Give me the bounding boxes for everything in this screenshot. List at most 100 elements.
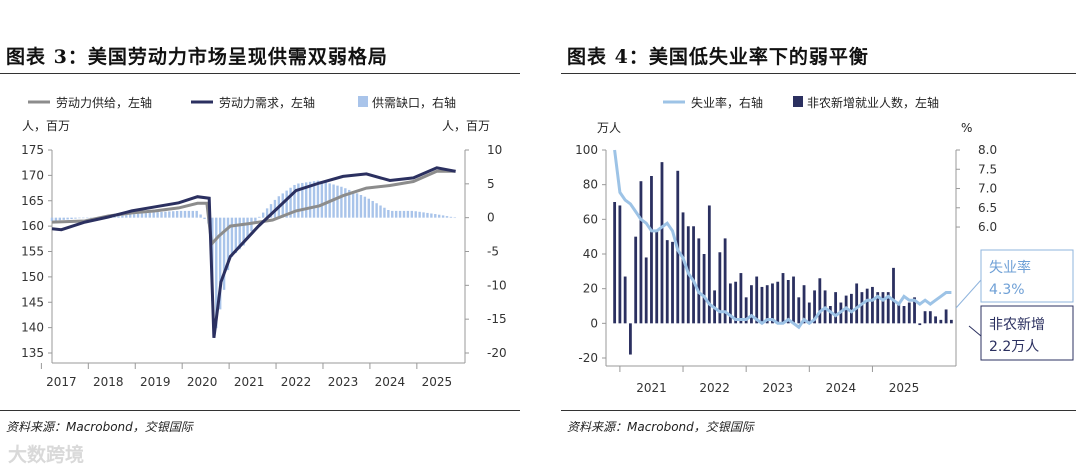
y-left-tick-label: 60 [583, 212, 598, 226]
gap-bar [422, 212, 425, 218]
gap-bar [418, 211, 421, 218]
nfp-callout-value: 2.2万人 [989, 339, 1039, 355]
gap-bar [58, 217, 62, 221]
nfp-bar [613, 202, 617, 324]
nfp-bar [744, 297, 748, 324]
y-left-tick-label: 170 [21, 168, 44, 182]
right-axis-unit: % [961, 121, 972, 135]
x-tick-label: 2020 [187, 375, 218, 389]
gap-bar [148, 212, 151, 218]
gap-bar [125, 215, 128, 218]
gap-bar [340, 186, 343, 218]
legend-label-1: 劳动力供给，左轴 [56, 95, 152, 110]
nfp-bar [707, 205, 711, 324]
gap-bar [355, 193, 359, 218]
legend-label-2: 劳动力需求，左轴 [219, 95, 315, 110]
gap-bar [379, 205, 382, 218]
nfp-bar [802, 285, 806, 324]
gap-bar [199, 214, 202, 218]
gap-bar [391, 210, 394, 218]
gap-bar [70, 217, 73, 220]
y-left-tick-label: 140 [21, 321, 44, 335]
nfp-callout-box [980, 305, 1074, 361]
gap-bar [160, 211, 163, 218]
legend-label-nfp: 非农新增就业人数，左轴 [807, 95, 939, 110]
nfp-bar [776, 281, 780, 324]
legend-label-unemp: 失业率，右轴 [691, 95, 763, 110]
gap-bar [410, 210, 414, 218]
unemp-callout-box [980, 249, 1074, 303]
nfp-bar [739, 273, 743, 324]
y-right-tick-label: 6.0 [978, 220, 997, 234]
y-right-tick-label: 0 [487, 211, 495, 225]
gap-bar [215, 217, 218, 329]
nfp-bar [681, 212, 685, 324]
nfp-bar [828, 306, 832, 324]
unemployment-line [613, 149, 952, 330]
supply-line [51, 169, 456, 248]
gap-bar [156, 212, 159, 218]
x-tick-label: 2019 [140, 375, 171, 389]
gap-bar [320, 181, 324, 218]
gap-bar [54, 217, 58, 221]
y-left-tick-label: 135 [21, 346, 44, 360]
gap-bar [269, 204, 273, 218]
y-left-tick-label: 80 [583, 178, 598, 192]
gap-bar [132, 214, 136, 218]
y-right-tick-label: -20 [487, 346, 507, 360]
gap-bar [398, 210, 402, 218]
nfp-bar [786, 280, 790, 324]
y-left-tick-label: 145 [21, 295, 44, 309]
gap-bar [74, 217, 77, 219]
left-chart-svg: 劳动力供给，左轴 劳动力需求，左轴 供需缺口，右轴人，百万 人，百万 135 140 145… [21, 95, 507, 389]
gap-bar [351, 191, 355, 218]
gap-bar [254, 217, 257, 224]
x-tick-label: 2025 [889, 381, 920, 395]
nfp-bar [881, 292, 885, 324]
gap-bar [164, 211, 167, 218]
gap-bar [168, 211, 171, 218]
gap-bar [62, 217, 65, 220]
gap-bar [121, 215, 124, 218]
gap-bar [218, 217, 222, 310]
gap-bar [348, 189, 351, 218]
y-right-tick-label: 10 [487, 143, 502, 157]
nfp-bar [834, 292, 838, 324]
nfp-bar [807, 302, 811, 324]
gap-bar [172, 211, 175, 218]
nfp-bar [718, 252, 722, 324]
nfp-bar [697, 238, 701, 324]
gap-bar [258, 216, 261, 218]
gap-bar [136, 213, 140, 218]
gap-bar [406, 210, 410, 218]
right-chart-source: 资料来源：Macrobond，交银国际 [567, 420, 754, 434]
nfp-bar [939, 319, 943, 324]
y-right-tick-label: 7.0 [978, 182, 997, 196]
gap-bar [222, 217, 226, 290]
y-left-tick-label: -20 [578, 351, 598, 365]
nfp-bar [907, 302, 911, 324]
gap-bar [430, 213, 433, 218]
gap-bar [301, 182, 304, 218]
gap-bar [383, 207, 386, 218]
nfp-bar [702, 254, 706, 324]
x-tick-label: 2022 [281, 375, 312, 389]
gap-bar [152, 212, 155, 218]
x-tick-label: 2023 [328, 375, 359, 389]
gap-bar [453, 217, 457, 219]
gap-bar [394, 210, 398, 218]
nfp-bar [886, 292, 890, 324]
gap-bar [82, 217, 85, 219]
gap-bar [234, 217, 238, 254]
gap-bar [434, 214, 437, 218]
left-chart-source: 资料来源：Macrobond，交银国际 [6, 420, 193, 434]
gap-bar [305, 182, 308, 218]
gap-bar [175, 210, 179, 218]
nfp-bar [728, 283, 732, 324]
gap-bar [179, 210, 183, 218]
right-chart-panel: 图表 4：美国低失业率下的弱平衡 失业率，右轴 非农新增就业人数，左轴 万人% -20… [561, 0, 1080, 473]
nfp-bar [871, 286, 874, 324]
unemp-callout-leader [955, 279, 982, 309]
gap-bar [402, 210, 406, 218]
y-right-tick-label: 6.5 [978, 201, 997, 215]
